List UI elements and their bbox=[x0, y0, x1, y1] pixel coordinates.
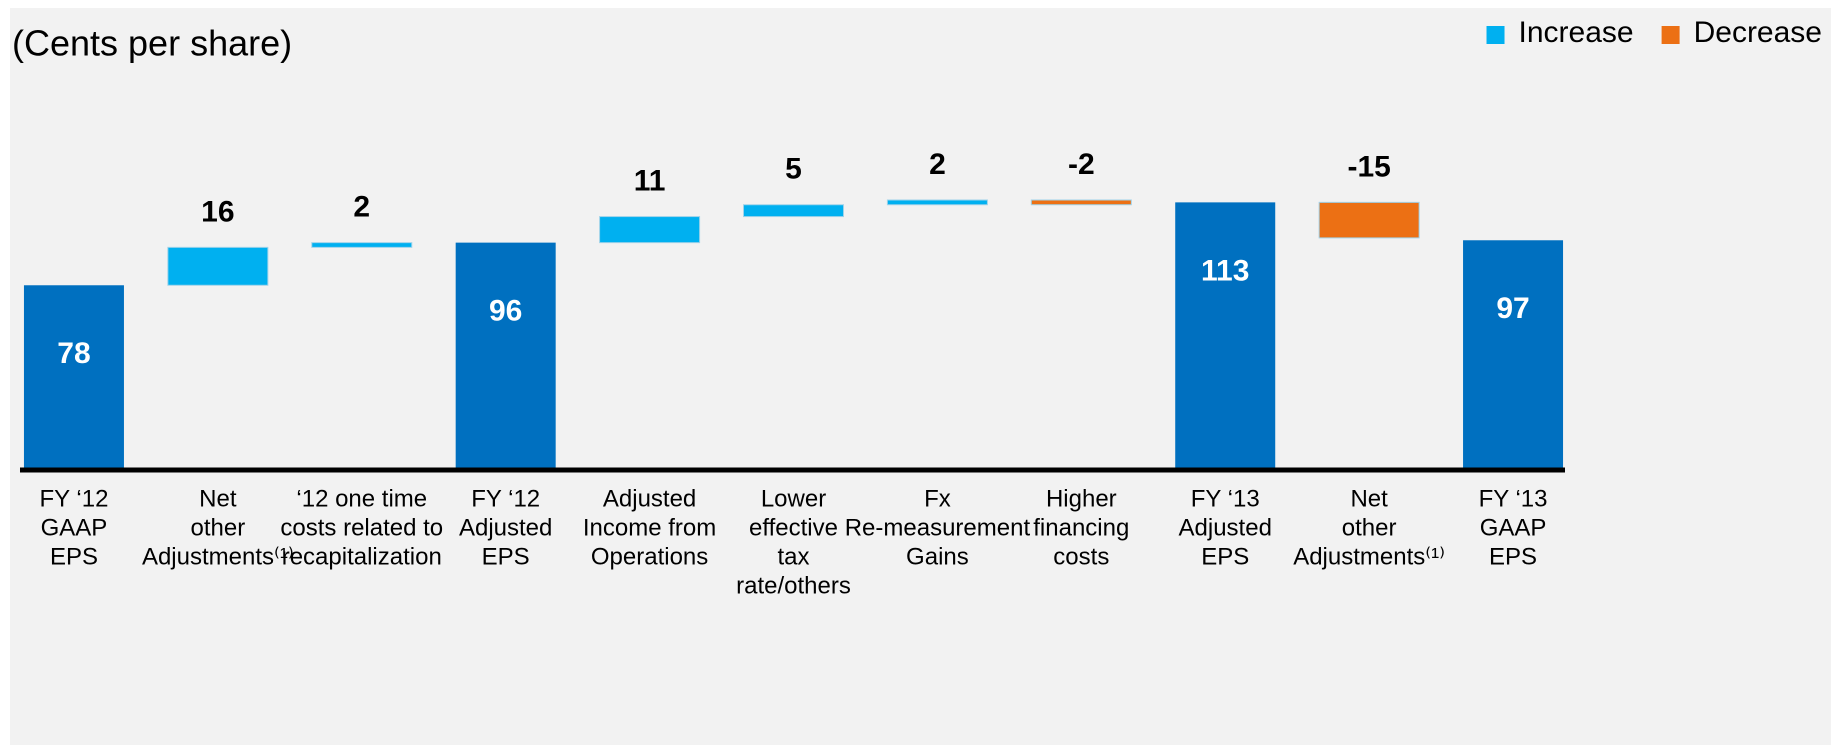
value-label: 96 bbox=[489, 295, 522, 328]
bar bbox=[599, 216, 701, 244]
x-tick-label: financing bbox=[1033, 514, 1129, 541]
x-tick-label: recapitalization bbox=[282, 543, 442, 570]
value-label: 78 bbox=[57, 337, 90, 370]
bar bbox=[455, 242, 556, 470]
bar bbox=[1318, 201, 1420, 239]
value-label: 2 bbox=[353, 191, 370, 224]
x-tick-label: FY ‘13 bbox=[1191, 485, 1260, 512]
value-label: 5 bbox=[785, 153, 802, 186]
x-tick-label: Adjustments⁽¹⁾ bbox=[142, 543, 294, 570]
value-label: 97 bbox=[1496, 292, 1529, 325]
x-tick-label: FY ‘12 bbox=[471, 485, 540, 512]
bar bbox=[311, 242, 413, 248]
value-label: 113 bbox=[1201, 254, 1249, 287]
legend-label: Decrease bbox=[1694, 16, 1822, 49]
bar bbox=[1175, 202, 1276, 471]
x-tick-label: Adjusted bbox=[1179, 514, 1272, 541]
x-tick-label: costs bbox=[1053, 543, 1109, 570]
x-tick-label: rate/others bbox=[736, 572, 851, 599]
x-tick-label: Gains bbox=[906, 543, 969, 570]
x-tick-label: Fx bbox=[924, 485, 951, 512]
bar bbox=[23, 285, 124, 470]
chart-title: (Cents per share) bbox=[12, 23, 292, 64]
x-tick-label: EPS bbox=[482, 543, 530, 570]
value-label: -15 bbox=[1347, 150, 1390, 183]
bar bbox=[886, 199, 988, 206]
x-tick-label: Re-measurement bbox=[845, 514, 1031, 541]
x-tick-label: FY ‘12 bbox=[39, 485, 108, 512]
x-tick-label: effective bbox=[749, 514, 838, 541]
x-tick-label: other bbox=[191, 514, 246, 541]
x-tick-label: EPS bbox=[50, 543, 98, 570]
x-tick-label: EPS bbox=[1489, 543, 1537, 570]
bar bbox=[167, 246, 269, 286]
x-tick-label: Net bbox=[1350, 485, 1388, 512]
x-tick-label: Adjusted bbox=[459, 514, 552, 541]
value-label: 11 bbox=[634, 165, 666, 198]
x-tick-label: Lower bbox=[761, 485, 826, 512]
x-tick-label: Income from bbox=[583, 514, 716, 541]
bar bbox=[743, 204, 844, 218]
x-tick-label: FY ‘13 bbox=[1479, 485, 1548, 512]
x-tick-label: ‘12 one time bbox=[296, 485, 427, 512]
legend-label: Increase bbox=[1519, 16, 1634, 49]
value-label: 16 bbox=[201, 195, 234, 228]
x-tick-label: EPS bbox=[1201, 543, 1249, 570]
x-tick-label: GAAP bbox=[1480, 514, 1547, 541]
x-tick-label: Higher bbox=[1046, 485, 1117, 512]
x-tick-label: tax bbox=[777, 543, 809, 570]
x-tick-label: Adjustments⁽¹⁾ bbox=[1293, 543, 1445, 570]
x-tick-label: costs related to bbox=[280, 514, 443, 541]
legend-swatch bbox=[1661, 26, 1680, 44]
bar bbox=[1463, 240, 1564, 470]
x-tick-label: GAAP bbox=[41, 514, 108, 541]
bar bbox=[1030, 199, 1132, 206]
x-tick-label: Adjusted bbox=[603, 485, 696, 512]
value-label: 2 bbox=[929, 148, 946, 181]
legend-swatch bbox=[1486, 26, 1505, 44]
x-tick-label: Operations bbox=[591, 543, 708, 570]
x-tick-label: other bbox=[1342, 514, 1397, 541]
value-label: -2 bbox=[1068, 148, 1095, 181]
x-tick-label: Net bbox=[199, 485, 237, 512]
